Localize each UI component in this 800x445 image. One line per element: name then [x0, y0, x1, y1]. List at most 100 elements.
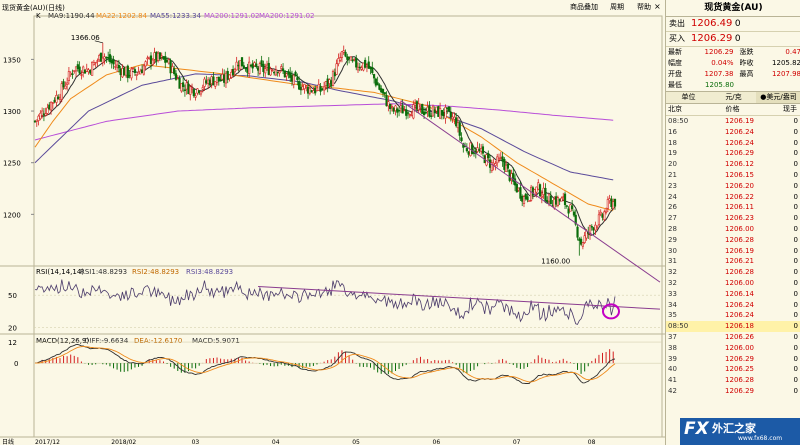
candle-body — [347, 56, 351, 59]
tick-time: 31 — [668, 257, 677, 266]
candle-body — [83, 69, 87, 74]
candle-body — [281, 68, 285, 71]
candle-body — [581, 242, 584, 247]
candle-body — [35, 119, 38, 122]
macd-bars — [38, 349, 614, 375]
tick-volume: 0 — [793, 268, 798, 277]
change-value: 0.47 — [785, 48, 800, 56]
chart-area[interactable]: 现货黄金(AU)(日线) K MA9:1190.44 MA22:1202.84 MA55… — [0, 0, 665, 445]
candle-body — [319, 86, 322, 92]
candle-body — [526, 196, 529, 201]
candle-body — [58, 97, 62, 100]
tick-row: 16 1206.24 0 — [666, 127, 800, 138]
unit-usd-tab[interactable]: ●美元/盎司 — [756, 92, 800, 103]
candle-body — [114, 66, 117, 68]
candle-body — [571, 205, 574, 210]
buy-row[interactable]: 买入 1206.29 0 — [666, 32, 800, 47]
ma200-line — [34, 103, 614, 141]
tick-volume: 0 — [793, 160, 798, 169]
candle-body — [521, 196, 524, 202]
candle-body — [349, 56, 352, 61]
candle-body — [492, 162, 495, 165]
tick-volume: 0 — [793, 278, 798, 287]
tick-price: 1206.14 — [725, 289, 754, 298]
tick-row: 31 1206.21 0 — [666, 256, 800, 267]
tick-volume: 0 — [793, 127, 798, 136]
candle-body — [164, 56, 167, 63]
candle-body — [46, 107, 49, 114]
unit-yuan-tab[interactable]: 元/克 — [725, 93, 742, 101]
tick-time: 42 — [668, 386, 677, 395]
tick-price: 1206.23 — [725, 214, 754, 223]
tick-row: 32 1206.00 0 — [666, 278, 800, 289]
candle-body — [321, 88, 324, 90]
tick-price: 1206.19 — [725, 117, 754, 125]
candle-body — [110, 60, 113, 64]
tick-price: 1206.19 — [725, 246, 754, 255]
sell-row[interactable]: 卖出 1206.49 0 — [666, 17, 800, 32]
candle-body — [162, 56, 165, 60]
x-axis-label: 07 — [513, 439, 521, 445]
candle-body — [41, 110, 44, 116]
tick-time: 32 — [668, 278, 677, 287]
candle-body — [203, 78, 206, 87]
candle-body — [390, 106, 394, 108]
candle-body — [280, 66, 283, 69]
candle-body — [217, 76, 220, 82]
candle-body — [292, 74, 295, 85]
tick-price: 1206.15 — [725, 170, 754, 179]
candle-body — [42, 113, 46, 116]
candle-body — [610, 198, 613, 208]
candle-body — [535, 186, 538, 193]
candle-body — [260, 60, 263, 66]
tick-volume: 0 — [793, 343, 798, 352]
tick-volume: 0 — [793, 224, 798, 233]
tick-list[interactable]: 08:50 1206.19 0 16 1206.24 0 18 1206.24 0 19 1206.… — [666, 116, 800, 397]
chart-svg[interactable]: 现货黄金(AU)(日线)K MA9:1190.44 MA22:1202.84 MA55… — [0, 0, 665, 445]
candle-body — [108, 54, 112, 62]
rsi2-legend: RSI2:48.8293 — [132, 268, 179, 276]
dea-legend: DEA:-12.6170 — [134, 337, 182, 345]
candle-body — [401, 105, 404, 114]
tick-volume: 0 — [793, 257, 798, 266]
candle-body — [612, 201, 615, 209]
legend-ma55: MA55:1233.34 — [150, 12, 202, 20]
candle-body — [121, 68, 124, 78]
candle-body — [182, 82, 185, 87]
tick-time: 35 — [668, 311, 677, 320]
macd-title: MACD(12,26,9) — [36, 337, 89, 345]
candle-body — [140, 69, 144, 74]
tick-volume: 0 — [793, 311, 798, 320]
candle-body — [410, 114, 413, 117]
candle-body — [323, 86, 326, 91]
candle-body — [364, 59, 367, 68]
candle-body — [107, 57, 110, 59]
candle-body — [115, 64, 119, 68]
price-trendline — [400, 100, 661, 283]
candle-body — [597, 214, 601, 226]
candle-body — [439, 108, 442, 119]
x-axis-label: 2018/02 — [111, 439, 136, 445]
candle-body — [123, 67, 126, 76]
quote-panel: 现货黄金(AU) 卖出 1206.49 0 买入 1206.29 0 最新 1206.… — [665, 0, 800, 445]
candle-body — [324, 81, 327, 86]
candle-body — [137, 72, 140, 75]
col-price: 价格 — [725, 105, 740, 113]
candle-body — [244, 67, 247, 70]
candle-body — [542, 187, 545, 195]
candle-body — [205, 80, 208, 84]
candle-body — [298, 81, 301, 90]
candle-body — [265, 64, 269, 68]
candle-body — [494, 163, 497, 166]
candle-body — [562, 196, 565, 198]
candle-body — [442, 113, 445, 117]
candle-body — [273, 71, 276, 74]
candle-body — [146, 57, 149, 60]
rsi-trendline — [258, 286, 661, 310]
candle-body — [480, 148, 483, 152]
candle-body — [608, 198, 611, 202]
candle-body — [606, 199, 609, 209]
candle-body — [48, 104, 51, 110]
quote-title: 现货黄金(AU) — [666, 0, 800, 17]
candle-body — [547, 193, 551, 202]
